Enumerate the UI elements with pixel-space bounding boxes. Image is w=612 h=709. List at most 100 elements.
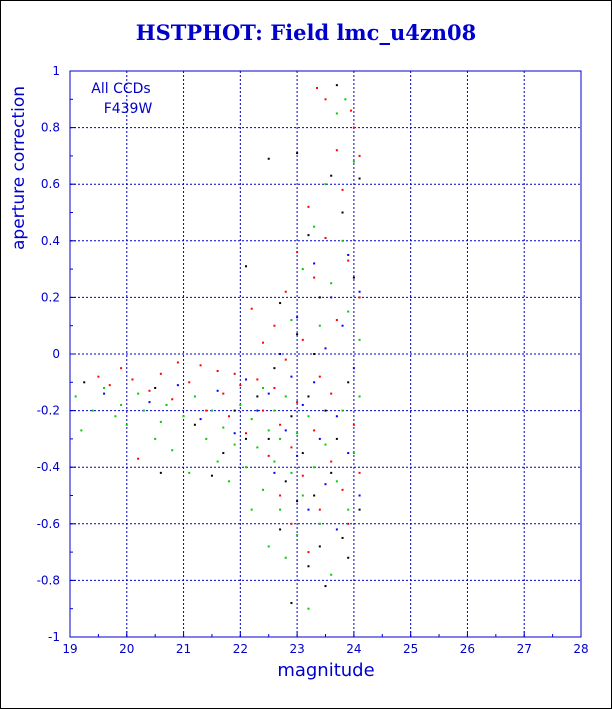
x-tick-label: 20 <box>119 642 134 656</box>
data-point <box>296 500 299 503</box>
data-point <box>83 381 86 384</box>
data-point <box>318 522 321 525</box>
data-point <box>335 528 338 531</box>
data-point <box>341 239 344 242</box>
data-point <box>188 381 191 384</box>
data-point <box>176 361 179 364</box>
data-point <box>290 522 293 525</box>
annotation-filter: F439W <box>104 101 153 117</box>
data-point <box>341 488 344 491</box>
data-point <box>330 174 333 177</box>
data-point <box>131 378 134 381</box>
data-point <box>273 324 276 327</box>
data-point <box>74 395 77 398</box>
y-tick-label: -0.2 <box>37 404 60 418</box>
data-point <box>313 466 316 469</box>
data-point <box>222 392 225 395</box>
data-point <box>262 488 265 491</box>
data-point <box>216 460 219 463</box>
y-axis-label: aperture correction <box>9 86 29 250</box>
data-point <box>290 415 293 418</box>
data-point <box>335 149 338 152</box>
data-point <box>97 375 100 378</box>
data-point <box>284 429 287 432</box>
data-point <box>341 536 344 539</box>
data-point <box>193 395 196 398</box>
data-point <box>330 573 333 576</box>
grid-lines <box>70 71 581 637</box>
data-point <box>324 585 327 588</box>
data-point <box>148 389 151 392</box>
data-point <box>358 471 361 474</box>
data-point <box>318 375 321 378</box>
data-point <box>239 403 242 406</box>
data-point <box>301 452 304 455</box>
data-point <box>199 364 202 367</box>
data-point <box>279 508 282 511</box>
data-point <box>358 154 361 157</box>
data-point <box>284 358 287 361</box>
data-point <box>91 409 94 412</box>
data-point <box>284 556 287 559</box>
x-tick-label: 22 <box>233 642 248 656</box>
data-point <box>324 443 327 446</box>
data-point <box>279 494 282 497</box>
data-point <box>216 369 219 372</box>
data-point <box>290 375 293 378</box>
data-point <box>324 183 327 186</box>
data-point <box>290 319 293 322</box>
data-point <box>341 409 344 412</box>
data-point <box>318 508 321 511</box>
data-point <box>114 415 117 418</box>
data-point <box>313 494 316 497</box>
data-point <box>358 290 361 293</box>
data-point <box>176 384 179 387</box>
data-point <box>267 157 270 160</box>
data-point <box>315 86 318 89</box>
data-point <box>330 282 333 285</box>
data-point <box>347 253 350 256</box>
y-tick-label: 0.6 <box>41 177 60 191</box>
data-point <box>358 177 361 180</box>
y-tick-label: -1 <box>48 630 60 644</box>
data-point <box>80 429 83 432</box>
data-point <box>301 268 304 271</box>
data-point <box>301 338 304 341</box>
data-point <box>216 389 219 392</box>
data-point <box>233 443 236 446</box>
data-point <box>347 522 350 525</box>
data-point <box>256 378 259 381</box>
x-tick-label: 23 <box>289 642 304 656</box>
data-point <box>347 452 350 455</box>
data-point <box>262 386 265 389</box>
data-point <box>279 353 282 355</box>
data-point <box>284 290 287 293</box>
data-point <box>273 471 276 474</box>
data-point <box>318 324 321 327</box>
data-point <box>171 398 174 401</box>
data-point <box>347 508 350 511</box>
data-point <box>352 276 355 279</box>
data-point <box>279 528 282 531</box>
data-point <box>267 454 270 457</box>
data-point <box>148 401 151 404</box>
data-point <box>267 437 270 440</box>
data-point <box>239 384 242 387</box>
data-point <box>358 338 361 341</box>
data-point <box>324 347 327 350</box>
data-point <box>188 471 191 474</box>
data-point <box>335 437 338 440</box>
chart-title: HSTPHOT: Field lmc_u4zn08 <box>135 20 477 45</box>
data-point <box>341 188 344 191</box>
data-point <box>318 296 321 299</box>
data-point <box>108 384 111 387</box>
data-point <box>273 367 276 370</box>
data-point <box>296 454 299 457</box>
data-point <box>290 446 293 449</box>
data-point <box>330 296 333 299</box>
data-point <box>210 409 213 412</box>
data-point <box>193 423 196 426</box>
data-point <box>347 381 350 384</box>
data-point <box>358 508 361 511</box>
data-point <box>125 423 128 426</box>
